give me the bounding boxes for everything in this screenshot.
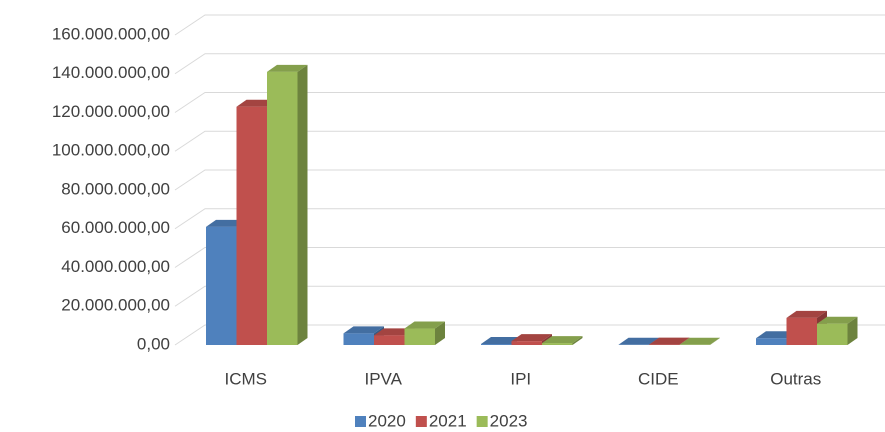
bar <box>756 338 787 345</box>
bar-top <box>206 219 247 227</box>
bar <box>206 226 237 345</box>
legend-swatch <box>476 416 488 427</box>
bar-side <box>435 321 445 345</box>
legend-label: 2021 <box>429 411 467 430</box>
y-tick-label: 100.000.000,00 <box>52 141 170 160</box>
x-tick-label: Outras <box>770 369 821 388</box>
bar <box>236 106 267 345</box>
y-tick-label: 0,00 <box>137 334 170 353</box>
bar <box>343 333 374 345</box>
legend-swatch <box>415 416 427 427</box>
bar-3d <box>404 321 445 345</box>
bar-3d <box>267 64 308 345</box>
grid-line <box>174 14 885 36</box>
bar <box>267 71 298 345</box>
bar-3d <box>542 336 583 345</box>
bar <box>481 344 512 345</box>
bar-top <box>679 337 720 345</box>
bar-top <box>817 316 858 324</box>
bar-top <box>618 337 659 345</box>
bar-top <box>343 326 384 334</box>
grid-line <box>174 169 885 191</box>
bar-top <box>481 337 522 345</box>
y-tick-label: 40.000.000,00 <box>61 257 170 276</box>
bar-top <box>756 331 797 339</box>
y-tick-label: 160.000.000,00 <box>52 24 170 43</box>
bar <box>817 323 848 345</box>
bar-side <box>710 337 720 345</box>
x-tick-label: CIDE <box>638 369 679 388</box>
bar-top <box>649 337 690 345</box>
bar <box>786 317 817 345</box>
bar-top <box>511 334 552 342</box>
bar-top <box>236 99 277 107</box>
y-tick-label: 140.000.000,00 <box>52 63 170 82</box>
bar-top <box>786 310 827 318</box>
legend-label: 2023 <box>490 411 528 430</box>
legend-label: 2020 <box>368 411 406 430</box>
bar-side <box>572 336 583 345</box>
y-tick-label: 20.000.000,00 <box>61 296 170 315</box>
legend-swatch <box>355 416 366 427</box>
bar-top <box>374 328 415 336</box>
grid-line <box>174 130 885 152</box>
bar-top <box>542 336 583 344</box>
bar <box>404 328 435 345</box>
bar <box>542 343 573 345</box>
bar-top <box>267 64 308 72</box>
y-tick-label: 120.000.000,00 <box>52 102 170 121</box>
bar-3d <box>817 316 858 345</box>
y-tick-label: 60.000.000,00 <box>61 218 170 237</box>
bar-side <box>297 64 308 345</box>
x-tick-label: ICMS <box>225 369 268 388</box>
grid-line <box>174 285 885 307</box>
x-tick-label: IPI <box>510 369 531 388</box>
grid-line <box>174 53 885 75</box>
grid-line <box>174 92 885 113</box>
bar <box>511 341 542 345</box>
grid-line <box>174 247 885 268</box>
x-tick-label: IPVA <box>365 369 403 388</box>
bar-top <box>404 321 445 329</box>
grid-line <box>174 324 885 346</box>
y-tick-label: 80.000.000,00 <box>61 179 170 198</box>
grid-line <box>174 208 885 230</box>
bar-side <box>847 316 858 345</box>
bar-3d <box>679 337 720 345</box>
bar <box>374 335 405 345</box>
